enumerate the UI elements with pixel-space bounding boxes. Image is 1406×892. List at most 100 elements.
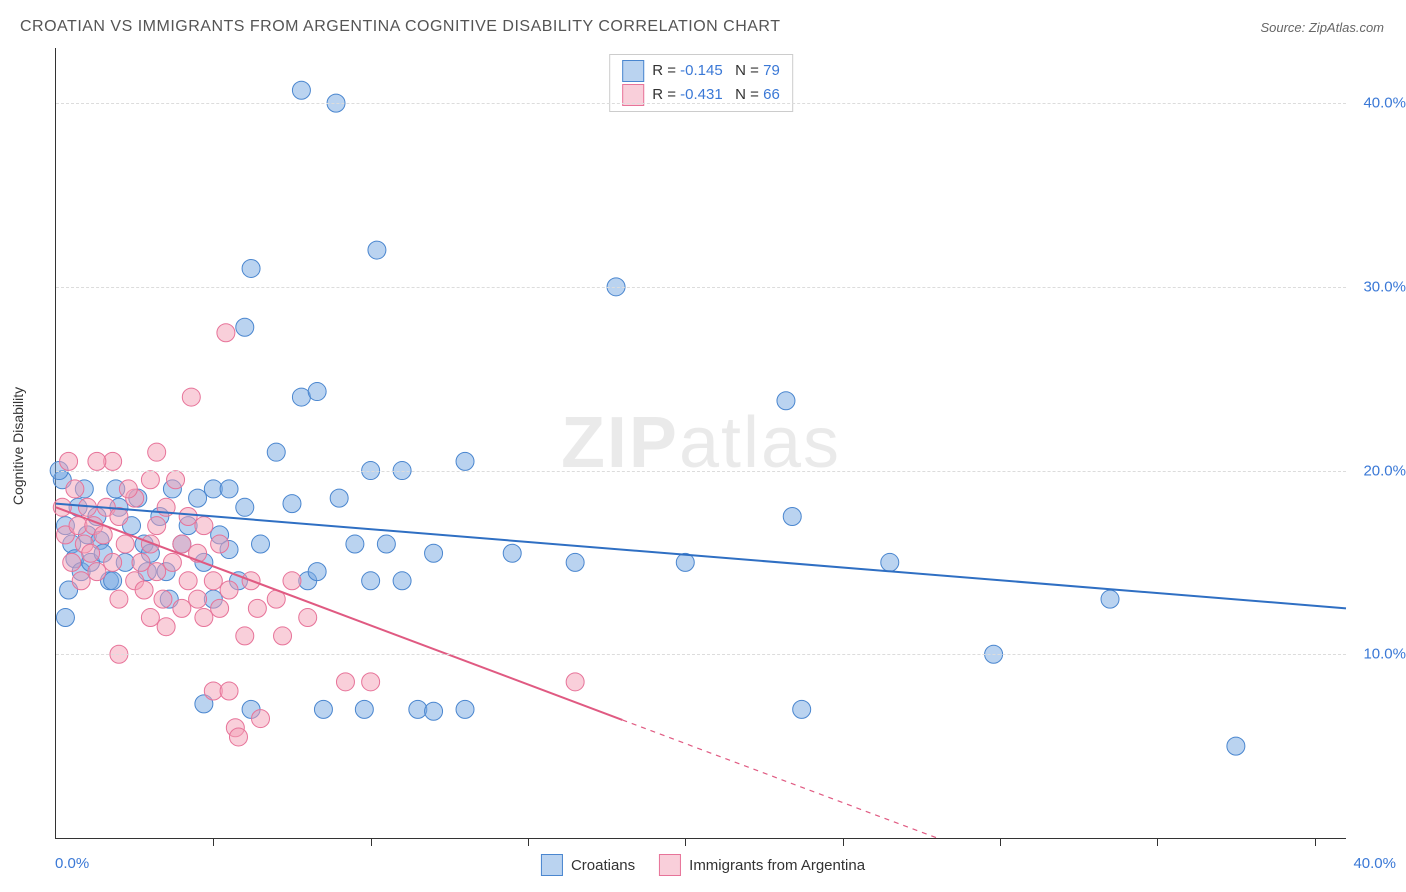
- scatter-point: [82, 544, 100, 562]
- scatter-point: [66, 480, 84, 498]
- scatter-point: [217, 324, 235, 342]
- scatter-point: [104, 553, 122, 571]
- grid-line: [56, 471, 1346, 472]
- scatter-point: [252, 710, 270, 728]
- scatter-point: [336, 673, 354, 691]
- scatter-point: [173, 535, 191, 553]
- legend-correlation-row: R = -0.145 N = 79: [622, 59, 780, 83]
- y-axis-label: Cognitive Disability: [10, 387, 26, 505]
- grid-line: [56, 287, 1346, 288]
- chart-title: CROATIAN VS IMMIGRANTS FROM ARGENTINA CO…: [20, 18, 780, 36]
- scatter-point: [189, 489, 207, 507]
- legend-series: Croatians Immigrants from Argentina: [541, 854, 865, 876]
- scatter-point: [881, 553, 899, 571]
- scatter-point: [330, 489, 348, 507]
- scatter-point: [393, 572, 411, 590]
- scatter-point: [274, 627, 292, 645]
- scatter-point: [179, 507, 197, 525]
- scatter-point: [132, 553, 150, 571]
- scatter-point: [314, 700, 332, 718]
- scatter-point: [148, 517, 166, 535]
- scatter-point: [119, 480, 137, 498]
- scatter-point: [173, 599, 191, 617]
- y-tick-label: 40.0%: [1363, 95, 1406, 112]
- scatter-point: [116, 535, 134, 553]
- scatter-point: [141, 471, 159, 489]
- x-axis-max-label: 40.0%: [1353, 855, 1396, 872]
- scatter-point: [793, 700, 811, 718]
- scatter-point: [53, 498, 71, 516]
- scatter-point: [292, 81, 310, 99]
- chart-svg: [56, 48, 1346, 838]
- scatter-point: [377, 535, 395, 553]
- x-axis-min-label: 0.0%: [55, 855, 89, 872]
- scatter-point: [283, 572, 301, 590]
- scatter-point: [267, 443, 285, 461]
- x-tick: [1157, 838, 1158, 846]
- scatter-point: [154, 590, 172, 608]
- legend-label: Croatians: [571, 857, 635, 874]
- scatter-point: [56, 609, 74, 627]
- scatter-point: [355, 700, 373, 718]
- scatter-point: [252, 535, 270, 553]
- y-tick-label: 20.0%: [1363, 462, 1406, 479]
- scatter-point: [425, 544, 443, 562]
- scatter-point: [88, 452, 106, 470]
- scatter-point: [229, 728, 247, 746]
- x-tick: [843, 838, 844, 846]
- scatter-point: [456, 700, 474, 718]
- x-tick: [528, 838, 529, 846]
- scatter-point: [783, 507, 801, 525]
- scatter-point: [72, 572, 90, 590]
- grid-line: [56, 654, 1346, 655]
- scatter-point: [248, 599, 266, 617]
- scatter-point: [236, 498, 254, 516]
- trend-line-extrapolated: [622, 720, 937, 838]
- scatter-point: [308, 563, 326, 581]
- scatter-point: [425, 702, 443, 720]
- scatter-point: [204, 572, 222, 590]
- scatter-point: [456, 452, 474, 470]
- x-tick: [371, 838, 372, 846]
- scatter-point: [299, 609, 317, 627]
- scatter-point: [368, 241, 386, 259]
- scatter-point: [503, 544, 521, 562]
- legend-stats: R = -0.145 N = 79: [652, 59, 780, 83]
- scatter-point: [104, 572, 122, 590]
- scatter-point: [362, 572, 380, 590]
- trend-line: [56, 504, 1346, 609]
- scatter-point: [179, 572, 197, 590]
- scatter-point: [88, 563, 106, 581]
- x-tick: [1000, 838, 1001, 846]
- scatter-point: [148, 443, 166, 461]
- scatter-point: [189, 590, 207, 608]
- scatter-point: [566, 673, 584, 691]
- x-tick: [685, 838, 686, 846]
- scatter-point: [135, 581, 153, 599]
- scatter-point: [566, 553, 584, 571]
- source-attribution: Source: ZipAtlas.com: [1260, 20, 1384, 35]
- scatter-point: [157, 618, 175, 636]
- scatter-point: [167, 471, 185, 489]
- scatter-point: [1227, 737, 1245, 755]
- scatter-point: [211, 535, 229, 553]
- scatter-point: [308, 383, 326, 401]
- y-tick-label: 30.0%: [1363, 278, 1406, 295]
- swatch-croatians: [622, 60, 644, 82]
- scatter-point: [163, 553, 181, 571]
- scatter-point: [195, 517, 213, 535]
- scatter-point: [362, 673, 380, 691]
- legend-label: Immigrants from Argentina: [689, 857, 865, 874]
- scatter-point: [409, 700, 427, 718]
- scatter-point: [63, 553, 81, 571]
- scatter-point: [1101, 590, 1119, 608]
- scatter-point: [236, 318, 254, 336]
- x-tick: [213, 838, 214, 846]
- plot-area: ZIPatlas R = -0.145 N = 79 R = -0.431 N …: [55, 48, 1346, 839]
- scatter-point: [283, 495, 301, 513]
- scatter-point: [141, 609, 159, 627]
- scatter-point: [182, 388, 200, 406]
- scatter-point: [220, 581, 238, 599]
- swatch-argentina: [659, 854, 681, 876]
- swatch-croatians: [541, 854, 563, 876]
